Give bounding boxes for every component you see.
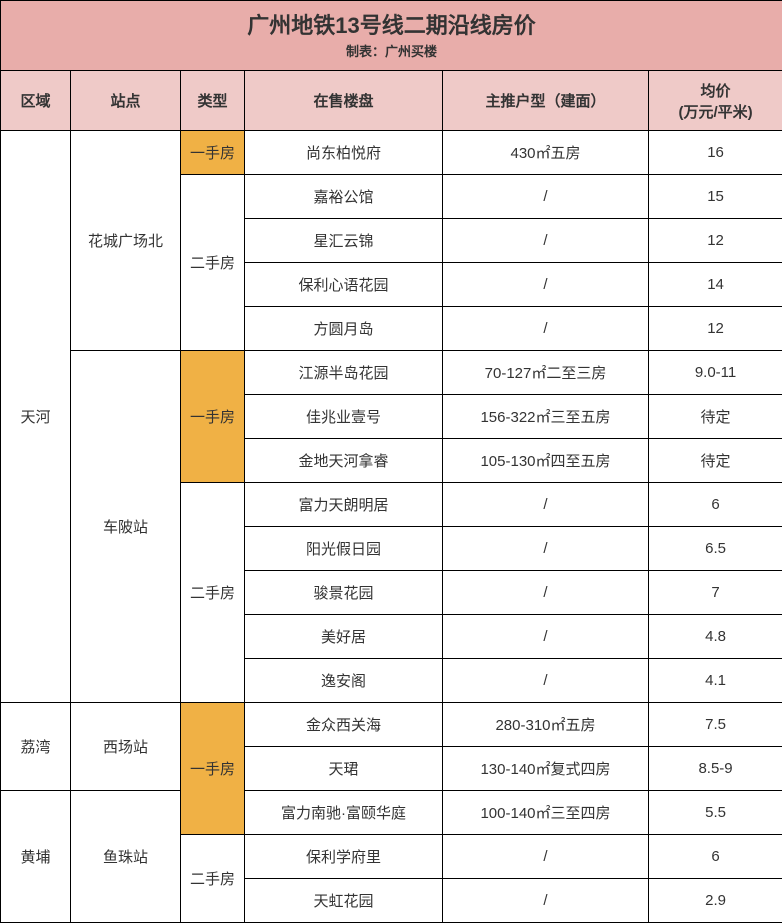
price-cell: 6 [649, 835, 782, 879]
project-cell: 富力天朗明居 [245, 483, 443, 527]
unit-cell: 105-130㎡四至五房 [443, 439, 649, 483]
price-table: 广州地铁13号线二期沿线房价制表：广州买楼区域站点类型在售楼盘主推户型（建面）均… [0, 0, 782, 923]
project-cell: 保利学府里 [245, 835, 443, 879]
unit-cell: / [443, 527, 649, 571]
project-cell: 星汇云锦 [245, 219, 443, 263]
price-cell: 6 [649, 483, 782, 527]
price-cell: 7.5 [649, 703, 782, 747]
area-cell: 天河 [1, 131, 71, 703]
project-cell: 骏景花园 [245, 571, 443, 615]
header-type: 类型 [181, 71, 245, 131]
project-cell: 尚东柏悦府 [245, 131, 443, 175]
unit-cell: 280-310㎡五房 [443, 703, 649, 747]
unit-cell: 156-322㎡三至五房 [443, 395, 649, 439]
unit-cell: 100-140㎡三至四房 [443, 791, 649, 835]
price-cell: 2.9 [649, 879, 782, 923]
price-cell: 14 [649, 263, 782, 307]
table-row: 天河花城广场北一手房尚东柏悦府430㎡五房16 [1, 131, 782, 175]
header-station: 站点 [71, 71, 181, 131]
project-cell: 天虹花园 [245, 879, 443, 923]
unit-cell: / [443, 175, 649, 219]
unit-cell: / [443, 483, 649, 527]
project-cell: 金众西关海 [245, 703, 443, 747]
title-main: 广州地铁13号线二期沿线房价 [1, 11, 782, 42]
area-cell: 荔湾 [1, 703, 71, 791]
unit-cell: / [443, 571, 649, 615]
unit-cell: / [443, 307, 649, 351]
table-title: 广州地铁13号线二期沿线房价制表：广州买楼 [1, 1, 782, 71]
table-row: 黄埔鱼珠站富力南驰·富颐华庭100-140㎡三至四房5.5 [1, 791, 782, 835]
type-cell: 二手房 [181, 483, 245, 703]
unit-cell: 70-127㎡二至三房 [443, 351, 649, 395]
project-cell: 逸安阁 [245, 659, 443, 703]
unit-cell: 430㎡五房 [443, 131, 649, 175]
unit-cell: / [443, 263, 649, 307]
area-cell: 黄埔 [1, 791, 71, 923]
project-cell: 天珺 [245, 747, 443, 791]
price-cell: 8.5-9 [649, 747, 782, 791]
price-cell: 12 [649, 307, 782, 351]
unit-cell: / [443, 835, 649, 879]
header-area: 区域 [1, 71, 71, 131]
price-cell: 4.1 [649, 659, 782, 703]
project-cell: 金地天河拿睿 [245, 439, 443, 483]
title-sub: 制表：广州买楼 [1, 41, 782, 60]
table-row: 车陂站一手房江源半岛花园70-127㎡二至三房9.0-11 [1, 351, 782, 395]
type-cell: 一手房 [181, 351, 245, 483]
price-cell: 12 [649, 219, 782, 263]
header-unit: 主推户型（建面） [443, 71, 649, 131]
header-project: 在售楼盘 [245, 71, 443, 131]
price-cell: 7 [649, 571, 782, 615]
price-cell: 待定 [649, 439, 782, 483]
price-cell: 16 [649, 131, 782, 175]
price-cell: 4.8 [649, 615, 782, 659]
table-row: 荔湾西场站一手房金众西关海280-310㎡五房7.5 [1, 703, 782, 747]
unit-cell: / [443, 219, 649, 263]
station-cell: 西场站 [71, 703, 181, 791]
unit-cell: 130-140㎡复式四房 [443, 747, 649, 791]
station-cell: 花城广场北 [71, 131, 181, 351]
project-cell: 保利心语花园 [245, 263, 443, 307]
unit-cell: / [443, 879, 649, 923]
project-cell: 美好居 [245, 615, 443, 659]
price-cell: 15 [649, 175, 782, 219]
type-cell: 一手房 [181, 131, 245, 175]
project-cell: 佳兆业壹号 [245, 395, 443, 439]
header-price: 均价(万元/平米) [649, 71, 782, 131]
project-cell: 江源半岛花园 [245, 351, 443, 395]
type-cell: 二手房 [181, 175, 245, 351]
type-cell: 一手房 [181, 703, 245, 835]
station-cell: 鱼珠站 [71, 791, 181, 923]
unit-cell: / [443, 615, 649, 659]
price-cell: 9.0-11 [649, 351, 782, 395]
project-cell: 阳光假日园 [245, 527, 443, 571]
type-cell: 二手房 [181, 835, 245, 923]
price-cell: 5.5 [649, 791, 782, 835]
unit-cell: / [443, 659, 649, 703]
price-cell: 待定 [649, 395, 782, 439]
project-cell: 嘉裕公馆 [245, 175, 443, 219]
project-cell: 方圆月岛 [245, 307, 443, 351]
project-cell: 富力南驰·富颐华庭 [245, 791, 443, 835]
station-cell: 车陂站 [71, 351, 181, 703]
price-cell: 6.5 [649, 527, 782, 571]
